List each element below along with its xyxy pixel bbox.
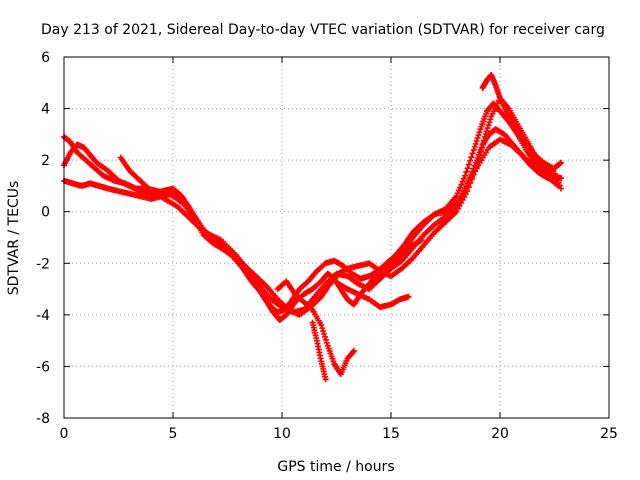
data-point <box>321 331 328 338</box>
data-point <box>468 175 475 182</box>
data-point <box>472 140 479 147</box>
data-point <box>318 322 325 329</box>
data-point <box>321 333 328 340</box>
data-point <box>464 188 471 195</box>
y-tick-label: -4 <box>36 308 50 324</box>
data-point <box>487 116 494 123</box>
data-point <box>481 133 488 140</box>
data-point <box>475 159 482 166</box>
data-point <box>471 143 478 150</box>
series-track-8 <box>335 280 412 311</box>
data-point <box>473 163 480 170</box>
data-point <box>478 148 485 155</box>
y-tick-label: 4 <box>41 102 50 118</box>
x-tick-label: 20 <box>491 426 509 442</box>
x-tick-label: 5 <box>169 426 178 442</box>
y-tick-label: 0 <box>41 205 50 221</box>
chart-title: Day 213 of 2021, Sidereal Day-to-day VTE… <box>41 22 605 38</box>
data-point <box>457 184 464 191</box>
x-tick-label: 15 <box>382 426 400 442</box>
series-track-7 <box>309 319 329 383</box>
data-point <box>467 157 474 164</box>
series-track-9 <box>366 237 425 287</box>
data-point <box>473 137 480 144</box>
data-point <box>350 349 357 356</box>
x-tick-label: 0 <box>60 426 69 442</box>
data-point <box>468 154 475 161</box>
data-point <box>558 175 565 182</box>
series-track-10 <box>514 131 565 192</box>
x-tick-label: 25 <box>600 426 618 442</box>
data-point <box>482 130 489 137</box>
data-point <box>323 339 330 346</box>
data-point <box>319 325 326 332</box>
data-point <box>463 168 470 175</box>
data-point <box>320 328 327 335</box>
y-tick-label: 2 <box>41 153 50 169</box>
series-track-6 <box>274 278 357 378</box>
axis-ticks: 0 5 10 15 20 25 -8 -6 -4 -2 0 2 4 6 <box>36 50 618 442</box>
data-point <box>483 128 490 135</box>
x-axis-label: GPS time / hours <box>277 459 394 475</box>
plot-area <box>61 72 565 383</box>
data-point <box>480 137 487 144</box>
plot-frame <box>63 56 610 419</box>
y-tick-label: 6 <box>41 50 50 66</box>
y-tick-label: -2 <box>36 256 50 272</box>
data-point <box>486 119 493 126</box>
data-point <box>470 146 477 153</box>
data-point <box>474 135 481 142</box>
data-point <box>322 336 329 343</box>
data-point <box>464 165 471 172</box>
y-axis-label: SDTVAR / TECUs <box>6 181 22 296</box>
data-point <box>485 122 492 129</box>
data-point <box>558 159 565 166</box>
data-point <box>418 237 425 244</box>
x-tick-label: 10 <box>273 426 291 442</box>
y-tick-label: -6 <box>36 359 50 375</box>
data-point <box>350 347 357 354</box>
data-point <box>476 156 483 163</box>
data-point <box>472 167 479 174</box>
data-point <box>467 179 474 186</box>
data-point <box>469 150 476 157</box>
data-point <box>476 129 483 136</box>
data-point <box>484 125 491 132</box>
data-point <box>477 152 484 159</box>
data-point <box>478 144 485 151</box>
data-point <box>465 184 472 191</box>
data-point <box>405 293 412 300</box>
data-point <box>479 141 486 148</box>
data-point <box>462 172 469 179</box>
data-point <box>470 171 477 178</box>
data-point <box>475 132 482 139</box>
data-point <box>558 185 565 192</box>
y-tick-label: -8 <box>36 411 50 427</box>
data-point <box>322 376 329 383</box>
data-point <box>465 161 472 168</box>
